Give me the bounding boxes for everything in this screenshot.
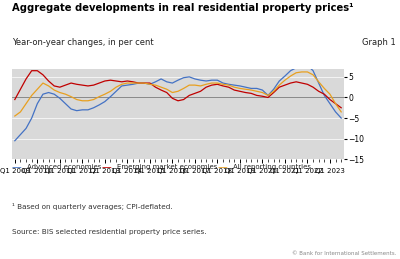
Text: All reporting countries: All reporting countries	[233, 164, 311, 170]
Text: © Bank for International Settlements.: © Bank for International Settlements.	[292, 251, 396, 256]
Text: Advanced economies: Advanced economies	[27, 164, 102, 170]
Text: Emerging market economies: Emerging market economies	[117, 164, 217, 170]
Text: —: —	[102, 162, 111, 172]
Text: —: —	[12, 162, 22, 172]
Text: Aggregate developments in real residential property prices¹: Aggregate developments in real residenti…	[12, 3, 354, 13]
Text: Source: BIS selected residential property price series.: Source: BIS selected residential propert…	[12, 229, 206, 235]
Text: Year-on-year changes, in per cent: Year-on-year changes, in per cent	[12, 38, 154, 47]
Text: ¹ Based on quarterly averages; CPI-deflated.: ¹ Based on quarterly averages; CPI-defla…	[12, 203, 173, 210]
Text: —: —	[218, 162, 228, 172]
Text: Graph 1: Graph 1	[362, 38, 396, 47]
